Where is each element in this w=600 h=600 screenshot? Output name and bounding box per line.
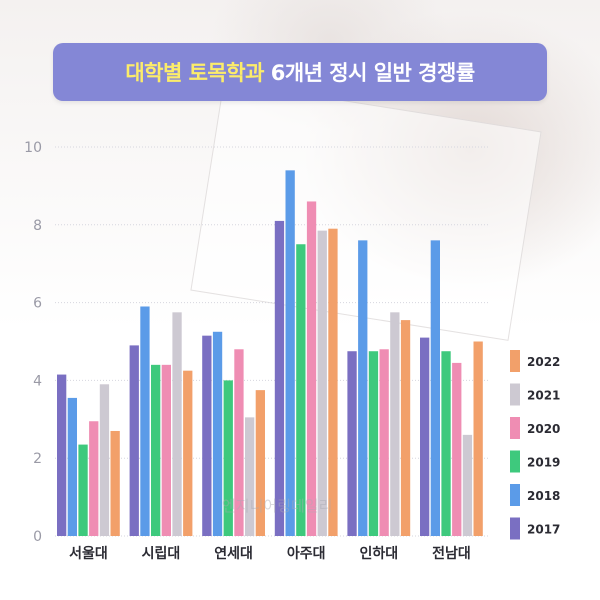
x-axis-labels: 서울대 시립대 연세대 아주대 인하대 전남대 <box>69 545 471 562</box>
chart-title: 대학별 토목학과 6개년 정시 일반 경쟁률 <box>125 57 475 87</box>
x-tick-label: 인하대 <box>359 545 398 562</box>
bars <box>57 170 483 537</box>
bar-2022 <box>400 320 411 536</box>
legend-label-2017: 2017 <box>527 523 560 537</box>
bar-2022 <box>473 341 483 536</box>
bar-2021 <box>245 417 255 536</box>
bar-2020 <box>306 201 317 536</box>
bar-2017 <box>420 337 430 536</box>
bar-2020 <box>89 421 99 536</box>
bar-2021 <box>462 434 473 536</box>
legend-swatch-2020 <box>510 417 520 439</box>
legend-label-2021: 2021 <box>527 389 560 403</box>
bar-2018 <box>140 306 150 536</box>
chart-title-highlight: 대학별 토목학과 <box>125 61 264 85</box>
legend-swatch-2017 <box>510 517 520 540</box>
x-tick-label: 시립대 <box>142 546 181 562</box>
bar-2018 <box>285 170 295 536</box>
y-tick-label: 8 <box>33 218 42 234</box>
bar-2021 <box>390 312 400 536</box>
bar-2018 <box>212 331 223 536</box>
legend-swatch-2019 <box>510 450 520 473</box>
legend-label-2018: 2018 <box>527 489 560 503</box>
bar-2019 <box>223 380 233 536</box>
legend-label-2022: 2022 <box>527 355 560 369</box>
bar-2019 <box>296 244 306 536</box>
bar-2017 <box>129 345 139 536</box>
legend-label-2019: 2019 <box>527 456 560 470</box>
bar-2020 <box>161 364 171 536</box>
y-tick-label: 2 <box>33 451 42 467</box>
y-tick-label: 10 <box>24 140 42 156</box>
y-axis-ticks: 0 2 4 6 8 10 <box>24 140 42 545</box>
bar-2018 <box>430 240 440 537</box>
bar-2017 <box>274 220 285 536</box>
title-banner: 대학별 토목학과 6개년 정시 일반 경쟁률 <box>53 43 547 101</box>
x-tick-label: 서울대 <box>69 545 108 562</box>
grid-lines <box>55 146 490 537</box>
bar-2019 <box>368 351 379 536</box>
y-tick-label: 0 <box>33 529 42 545</box>
bar-2019 <box>78 444 88 536</box>
bar-2018 <box>67 397 77 536</box>
bar-2022 <box>328 228 338 536</box>
bar-2021 <box>172 312 182 536</box>
bar-2017 <box>202 335 212 536</box>
legend-swatch-2021 <box>510 383 520 406</box>
bar-2022 <box>183 370 193 536</box>
bar-2018 <box>358 240 368 537</box>
bar-2022 <box>110 430 120 536</box>
bar-2019 <box>151 364 161 536</box>
bar-2017 <box>57 374 67 536</box>
watermark: 엔지니어링데일리 <box>222 497 333 515</box>
y-tick-label: 6 <box>33 296 42 312</box>
bar-2021 <box>99 384 110 536</box>
legend-label-2020: 2020 <box>527 422 560 436</box>
legend-swatch-2022 <box>510 350 520 372</box>
x-tick-label: 전남대 <box>432 545 471 562</box>
bar-2020 <box>379 349 389 536</box>
legend-swatch-2018 <box>510 484 520 506</box>
legend: 2022 2021 2020 2019 2018 2017 <box>510 350 560 540</box>
chart-title-rest: 6개년 정시 일반 경쟁률 <box>263 61 475 85</box>
bar-2017 <box>347 351 357 536</box>
bar-2019 <box>441 351 451 536</box>
bar-2021 <box>317 230 327 536</box>
bar-2020 <box>234 349 244 536</box>
bar-2022 <box>255 390 265 536</box>
bar-2020 <box>452 362 462 536</box>
x-tick-label: 연세대 <box>214 546 253 562</box>
y-tick-label: 4 <box>33 373 42 389</box>
x-tick-label: 아주대 <box>287 545 326 562</box>
